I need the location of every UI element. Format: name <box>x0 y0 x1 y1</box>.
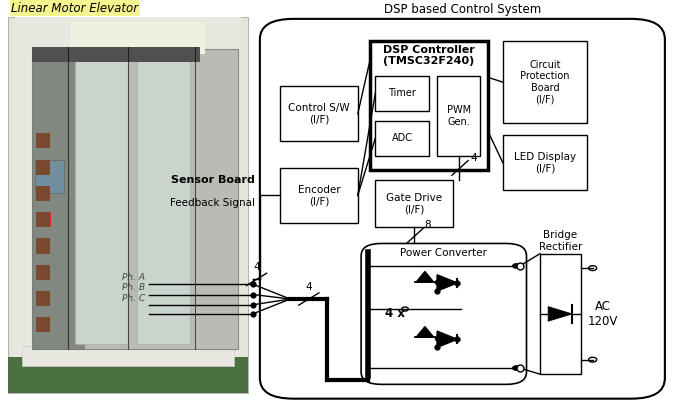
Circle shape <box>512 366 520 371</box>
Text: 8: 8 <box>424 220 431 230</box>
FancyBboxPatch shape <box>42 212 51 227</box>
Text: Power Converter: Power Converter <box>400 248 487 258</box>
Text: Feedback Signal: Feedback Signal <box>170 198 255 208</box>
FancyBboxPatch shape <box>370 42 488 170</box>
Text: Timer: Timer <box>388 88 416 98</box>
FancyBboxPatch shape <box>36 239 50 254</box>
FancyBboxPatch shape <box>36 160 50 175</box>
Polygon shape <box>548 307 572 321</box>
FancyBboxPatch shape <box>36 291 50 306</box>
FancyBboxPatch shape <box>32 49 238 349</box>
Text: LED Display
(I/F): LED Display (I/F) <box>514 152 576 173</box>
FancyBboxPatch shape <box>437 76 480 156</box>
FancyBboxPatch shape <box>36 133 50 148</box>
Circle shape <box>589 266 597 271</box>
FancyBboxPatch shape <box>138 54 190 344</box>
Text: DSP based Control System: DSP based Control System <box>384 2 541 16</box>
FancyBboxPatch shape <box>375 180 453 227</box>
Polygon shape <box>437 331 458 347</box>
FancyBboxPatch shape <box>540 254 580 374</box>
Text: 4: 4 <box>471 153 477 163</box>
Polygon shape <box>416 271 433 282</box>
FancyBboxPatch shape <box>32 47 200 62</box>
FancyBboxPatch shape <box>35 160 64 193</box>
FancyBboxPatch shape <box>36 317 50 332</box>
Text: Control S/W
(I/F): Control S/W (I/F) <box>288 103 350 124</box>
FancyBboxPatch shape <box>36 186 50 201</box>
FancyBboxPatch shape <box>8 357 248 393</box>
Polygon shape <box>416 327 433 337</box>
Text: Sensor Board: Sensor Board <box>171 175 254 185</box>
FancyBboxPatch shape <box>375 76 429 111</box>
FancyBboxPatch shape <box>70 22 205 54</box>
FancyBboxPatch shape <box>260 19 665 399</box>
Text: Ph. B: Ph. B <box>122 283 145 293</box>
FancyBboxPatch shape <box>32 49 84 349</box>
FancyBboxPatch shape <box>375 121 429 156</box>
Polygon shape <box>437 275 458 291</box>
Text: Linear Motor Elevator: Linear Motor Elevator <box>11 2 138 15</box>
Text: ADC: ADC <box>392 133 413 143</box>
Text: Circuit
Protection
Board
(I/F): Circuit Protection Board (I/F) <box>520 60 570 105</box>
Circle shape <box>589 357 597 362</box>
FancyBboxPatch shape <box>361 244 526 384</box>
Circle shape <box>512 264 520 269</box>
Text: 4 x: 4 x <box>385 308 405 320</box>
FancyBboxPatch shape <box>8 17 248 393</box>
Text: Gate Drive
(I/F): Gate Drive (I/F) <box>386 193 442 215</box>
Text: Ph. A: Ph. A <box>122 273 145 282</box>
FancyBboxPatch shape <box>36 212 50 227</box>
Text: PWM
Gen.: PWM Gen. <box>447 105 470 127</box>
Text: AC
120V: AC 120V <box>587 300 618 328</box>
Text: Bridge
Rectifier: Bridge Rectifier <box>539 230 582 251</box>
FancyBboxPatch shape <box>75 54 128 344</box>
FancyBboxPatch shape <box>36 265 50 280</box>
FancyBboxPatch shape <box>280 86 358 142</box>
FancyBboxPatch shape <box>503 135 587 190</box>
Text: DSP Controller
(TMSC32F240): DSP Controller (TMSC32F240) <box>383 44 475 66</box>
Text: Encoder
(I/F): Encoder (I/F) <box>298 185 340 206</box>
Text: 4: 4 <box>253 262 260 272</box>
FancyBboxPatch shape <box>15 17 241 370</box>
FancyBboxPatch shape <box>280 168 358 223</box>
Text: 4: 4 <box>306 282 312 292</box>
FancyBboxPatch shape <box>503 42 587 123</box>
FancyBboxPatch shape <box>22 346 234 366</box>
Text: Ph. C: Ph. C <box>122 294 145 303</box>
Circle shape <box>402 307 408 311</box>
